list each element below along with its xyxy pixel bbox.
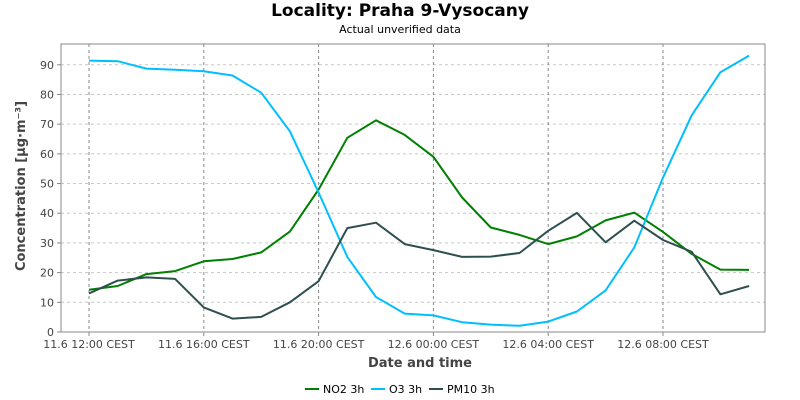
x-axis-label: Date and time [368,356,472,371]
y-tick-label: 80 [40,88,54,101]
series-line-o3-3h [88,54,750,327]
y-tick-label: 90 [40,59,54,72]
y-axis-label: Concentration [µg·m⁻³] [14,101,29,271]
legend-label-pm10-3h: PM10 3h [447,383,495,396]
y-tick-label: 20 [40,267,54,280]
legend-label-no2-3h: NO2 3h [323,383,364,396]
x-tick-label: 12.6 04:00 CEST [502,338,594,351]
legend-label-o3-3h: O3 3h [389,383,422,396]
y-axis-ticks: 0 10 20 30 40 50 60 70 80 90 [40,59,61,339]
legend: NO2 3h O3 3h PM10 3h [305,383,495,396]
chart-title: Locality: Praha 9-Vysocany [271,1,529,21]
y-tick-label: 10 [40,296,54,309]
x-axis-ticks: 11.6 12:00 CEST 11.6 16:00 CEST 11.6 20:00… [43,332,709,351]
x-tick-label: 11.6 12:00 CEST [43,338,135,351]
grid [61,44,765,332]
chart-subtitle: Actual unverified data [339,23,461,36]
series-line-no2-3h [88,119,750,291]
y-tick-label: 70 [40,118,54,131]
x-tick-label: 12.6 00:00 CEST [388,338,480,351]
plot-frame [60,43,766,333]
x-tick-label: 11.6 16:00 CEST [158,338,250,351]
y-tick-label: 30 [40,237,54,250]
y-tick-label: 40 [40,207,54,220]
series-line-pm10-3h [88,211,750,320]
y-tick-label: 50 [40,178,54,191]
x-tick-label: 12.6 08:00 CEST [617,338,709,351]
y-tick-label: 60 [40,148,54,161]
x-tick-label: 11.6 20:00 CEST [273,338,365,351]
y-tick-label: 0 [47,326,54,339]
series-lines [88,54,750,327]
